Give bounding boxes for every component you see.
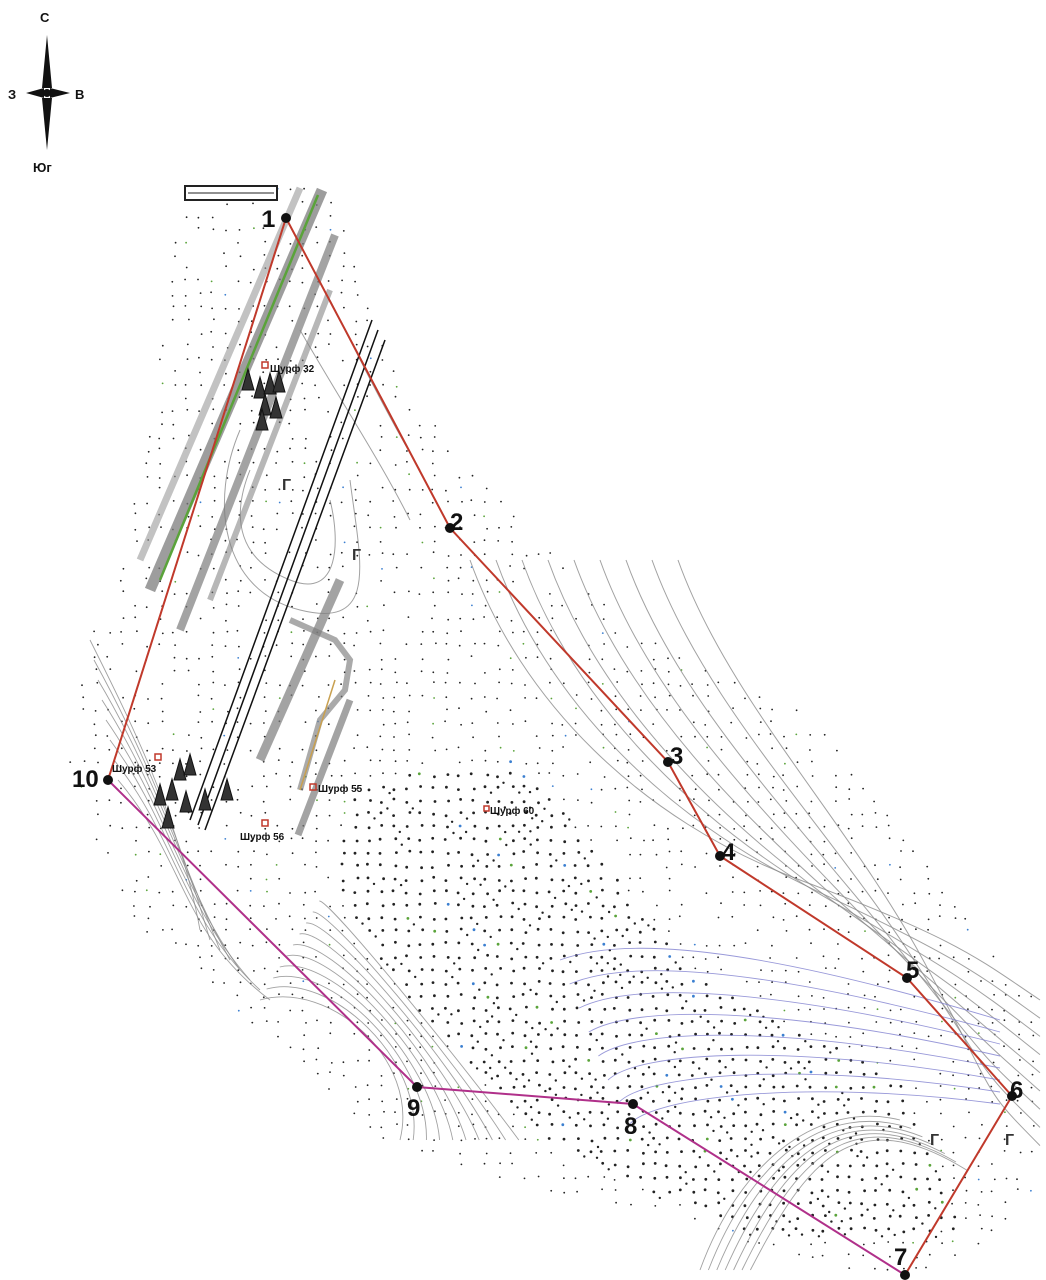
green-line [158, 194, 320, 581]
boundary-point [628, 1099, 638, 1109]
tree-icon [255, 407, 269, 431]
tree-icon [253, 375, 267, 399]
tree-icon [220, 777, 234, 801]
vertex-label-2: 2 [450, 509, 463, 536]
tree-icon [263, 371, 277, 395]
soil-mark: Г [352, 547, 361, 564]
vertex-label-8: 8 [624, 1113, 637, 1140]
test-pit-marker [261, 361, 269, 369]
test-pit-label: Шурф 56 [240, 831, 285, 843]
vertex-label-1: 1 [262, 206, 275, 233]
tree-icon [165, 777, 179, 801]
compass-north-arrow [42, 35, 52, 88]
boundary-point [663, 757, 673, 767]
boundary-point [281, 213, 291, 223]
boundary-west [107, 217, 287, 781]
tree-icon [153, 782, 167, 806]
test-pit-marker [483, 805, 490, 812]
site-boundary [103, 213, 1017, 1280]
soil-mark: Г [1005, 1132, 1014, 1149]
compass-south-arrow [42, 98, 52, 150]
soil-marks: Г Г Г Г [282, 477, 1014, 1149]
boundary-east [904, 1095, 1013, 1276]
compass-east-arrow [50, 88, 70, 98]
vertex-label-7: 7 [894, 1244, 907, 1271]
compass-north-label: С [40, 10, 50, 25]
boundary-point [902, 973, 912, 983]
vertex-labels: 1 2 3 4 5 6 7 8 9 10 [72, 206, 1023, 1271]
tree-icon [161, 805, 175, 829]
compass-east-label: В [75, 87, 84, 102]
vertex-label-3: 3 [670, 743, 683, 770]
tree-icon [241, 367, 255, 391]
boundary-point [445, 523, 455, 533]
boundary-point [1007, 1091, 1017, 1101]
compass-south-label: Юг [33, 160, 52, 175]
tree-icon [269, 395, 283, 419]
vertex-label-10: 10 [72, 766, 99, 793]
tree-icon [183, 752, 197, 776]
test-pit-label: Шурф 55 [318, 783, 363, 795]
survey-dot-field [69, 187, 1035, 1271]
tree-icon [272, 369, 286, 393]
boundary-north-east [285, 217, 1013, 1097]
boundary-point [103, 775, 113, 785]
test-pit-marker [309, 783, 317, 791]
compass-rose: С Юг В З [8, 10, 84, 175]
tree-icon [179, 789, 193, 813]
boundary-south [107, 779, 906, 1276]
road-strips [136, 185, 386, 837]
test-pit-marker [261, 819, 269, 827]
contour-lines [89, 299, 1041, 1271]
test-pits: Шурф 32 Шурф 53 Шурф 55 Шурф 56 Шурф 60 [112, 361, 535, 843]
tree-cluster [153, 367, 286, 829]
boundary-point [715, 851, 725, 861]
compass-west-label: З [8, 87, 16, 102]
test-pit-label: Шурф 60 [490, 805, 535, 817]
test-pit-label: Шурф 32 [270, 363, 315, 375]
vertex-label-4: 4 [722, 839, 736, 866]
test-pit-marker [154, 753, 162, 761]
vertex-label-9: 9 [407, 1095, 420, 1122]
tree-icon [173, 757, 187, 781]
vertex-label-5: 5 [906, 957, 919, 984]
soil-mark: Г [930, 1132, 939, 1149]
soil-mark: Г [282, 477, 291, 494]
boundary-point [900, 1270, 910, 1280]
test-pit-label: Шурф 53 [112, 763, 157, 775]
compass-west-arrow [26, 88, 44, 98]
boundary-point [412, 1082, 422, 1092]
tree-icon [198, 787, 212, 811]
vertex-label-6: 6 [1010, 1077, 1023, 1104]
